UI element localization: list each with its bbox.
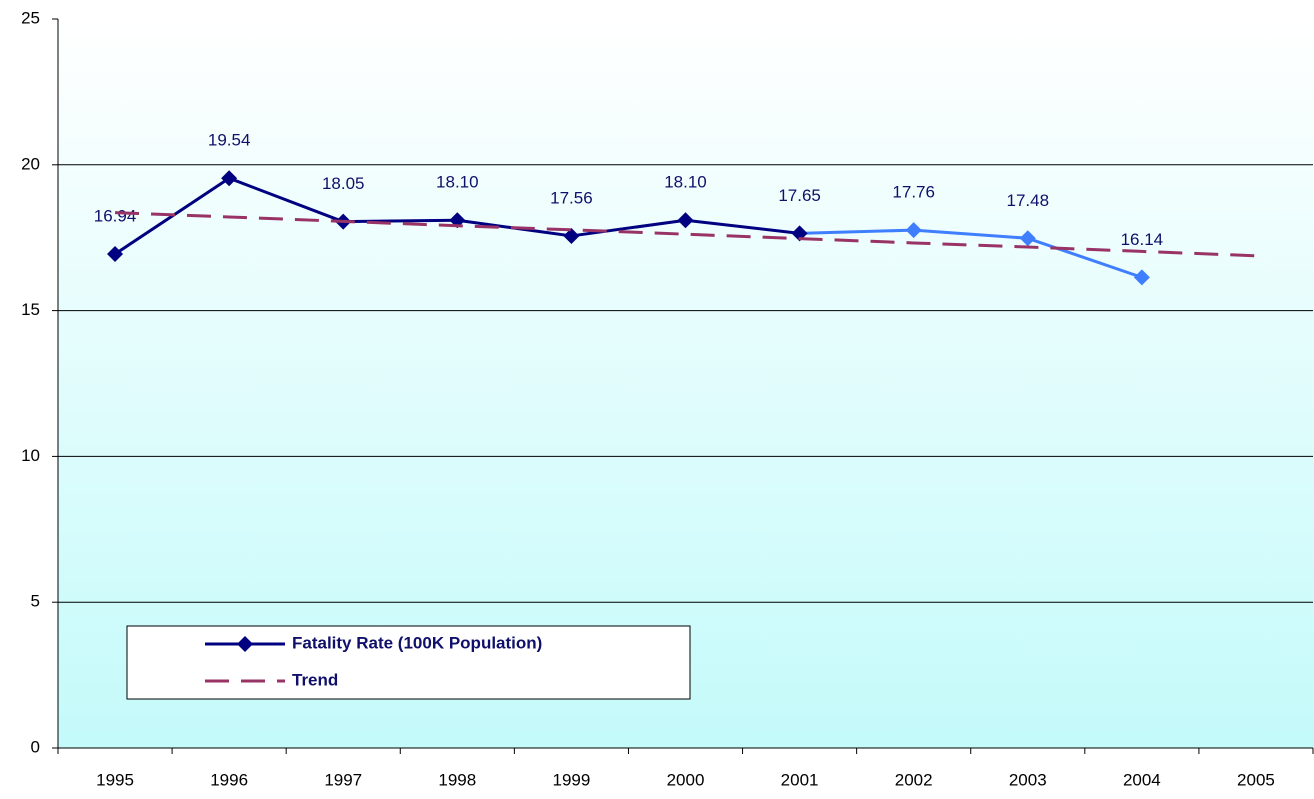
marker bbox=[1019, 230, 1036, 247]
data-label: 17.76 bbox=[892, 183, 935, 202]
data-label: 16.94 bbox=[94, 207, 137, 226]
series-line bbox=[114, 211, 1257, 258]
data-label: 17.48 bbox=[1006, 191, 1049, 210]
data-label: 18.10 bbox=[664, 173, 707, 192]
x-tick-label: 1998 bbox=[438, 770, 476, 789]
x-tick-label: 2004 bbox=[1123, 770, 1161, 789]
x-tick-label: 1997 bbox=[324, 770, 362, 789]
data-label: 18.10 bbox=[436, 173, 479, 192]
marker bbox=[1133, 269, 1150, 286]
data-label: 18.05 bbox=[322, 174, 365, 193]
line-segment bbox=[799, 228, 914, 235]
x-tick-label: 1995 bbox=[96, 770, 134, 789]
marker bbox=[677, 212, 694, 229]
marker bbox=[107, 246, 124, 263]
y-tick-label: 5 bbox=[31, 592, 40, 611]
line-segment bbox=[685, 218, 800, 235]
y-tick-label: 0 bbox=[31, 737, 40, 756]
x-tick-label: 1996 bbox=[210, 770, 248, 789]
legend-label: Fatality Rate (100K Population) bbox=[292, 633, 542, 652]
line-segment bbox=[1027, 236, 1143, 279]
x-tick-label: 2001 bbox=[781, 770, 819, 789]
x-tick-label: 2005 bbox=[1237, 770, 1275, 789]
y-tick-label: 15 bbox=[21, 300, 40, 319]
marker bbox=[563, 227, 580, 244]
data-label: 17.56 bbox=[550, 188, 593, 207]
line-segment bbox=[913, 228, 1028, 240]
y-tick-label: 20 bbox=[21, 154, 40, 173]
x-tick-label: 1999 bbox=[552, 770, 590, 789]
legend-label: Trend bbox=[292, 670, 338, 689]
data-label: 19.54 bbox=[208, 131, 251, 150]
line-segment bbox=[343, 218, 458, 224]
legend-marker bbox=[237, 636, 253, 652]
line-segment bbox=[571, 218, 686, 238]
data-label: 16.14 bbox=[1121, 230, 1164, 249]
line-segment bbox=[228, 176, 344, 224]
x-tick-label: 2000 bbox=[667, 770, 705, 789]
legend-box bbox=[126, 625, 691, 700]
y-tick-label: 10 bbox=[21, 446, 40, 465]
data-label: 17.65 bbox=[778, 186, 821, 205]
x-tick-label: 2002 bbox=[895, 770, 933, 789]
marker bbox=[905, 222, 922, 239]
y-tick-label: 25 bbox=[21, 8, 40, 27]
marker bbox=[221, 170, 238, 187]
x-tick-label: 2003 bbox=[1009, 770, 1047, 789]
